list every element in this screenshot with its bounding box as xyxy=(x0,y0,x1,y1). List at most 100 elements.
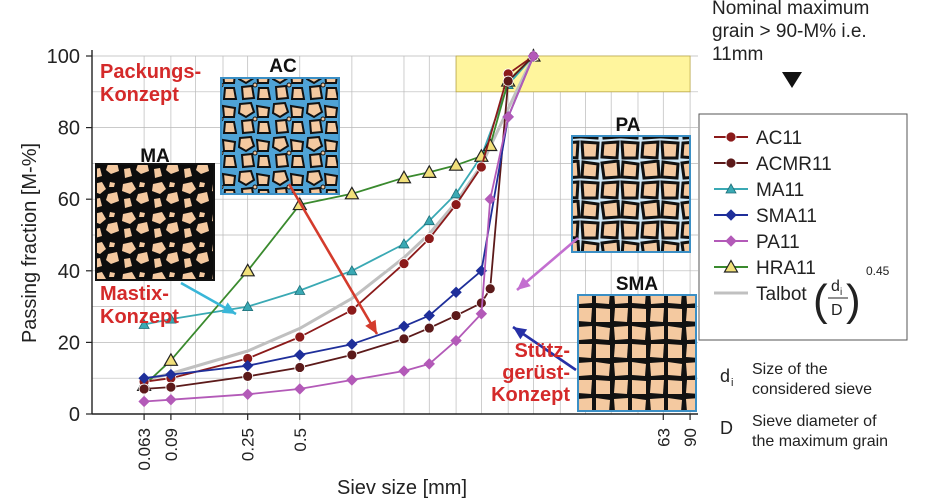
note-text-line: the maximum grain xyxy=(752,433,888,450)
data-point-hra11 xyxy=(421,164,437,178)
data-point-ma11 xyxy=(423,214,435,226)
legend-label-ac11: AC11 xyxy=(756,128,802,149)
talbot-numerator: d xyxy=(831,278,840,295)
legend-marker-ma11 xyxy=(725,183,737,194)
stuetz-konzept-label-line: Stütz- xyxy=(514,340,570,362)
legend-marker-acmr11 xyxy=(725,157,737,169)
legend-marker-ac11 xyxy=(725,131,737,143)
data-point-ac11 xyxy=(475,161,487,173)
packungs-konzept-label-line: Packungs- xyxy=(100,61,201,83)
y-axis-title: Passing fraction [M-%] xyxy=(19,143,41,343)
legend-label-ma11: MA11 xyxy=(756,180,804,201)
x-tick-label: 63 xyxy=(654,428,673,447)
data-point-sma11 xyxy=(138,372,150,384)
y-tick-label: 20 xyxy=(58,332,80,354)
nominal-max-note: 11mm xyxy=(712,44,763,65)
data-point-acmr11 xyxy=(502,75,514,87)
legend-marker-hra11 xyxy=(723,259,739,273)
ma-structure-image xyxy=(95,163,215,281)
data-point-acmr11 xyxy=(346,349,358,361)
stuetz-konzept-label: Stütz-gerüst-Konzept xyxy=(491,340,570,406)
data-point-ac11 xyxy=(294,331,306,343)
data-point-acmr11 xyxy=(138,383,150,395)
mastix-konzept-label-line: Konzept xyxy=(100,306,179,328)
nominal-max-note: grain > 90-M% i.e. xyxy=(712,21,867,42)
legend-label-acmr11: ACMR11 xyxy=(756,154,832,175)
data-point-hra11 xyxy=(163,352,179,366)
legend-box xyxy=(698,113,908,341)
note-symbol: D xyxy=(720,418,733,438)
nominal-max-marker-icon xyxy=(782,72,802,88)
data-point-ma11 xyxy=(294,284,306,295)
data-point-sma11 xyxy=(165,368,177,381)
data-point-pa11 xyxy=(450,334,462,347)
legend-label-hra11: HRA11 xyxy=(756,258,816,279)
data-point-ma11 xyxy=(242,300,254,311)
ac-structure-image xyxy=(220,77,340,195)
note-text-line: Size of the xyxy=(752,361,828,378)
x-tick-label: 0.5 xyxy=(291,428,310,452)
sma-structure-image-label: SMA xyxy=(616,274,659,295)
stuetz-konzept-label-line: Konzept xyxy=(491,384,570,406)
data-point-acmr11 xyxy=(165,381,177,393)
legend-label-pa11: PA11 xyxy=(756,232,800,253)
data-point-pa11 xyxy=(423,358,435,370)
talbot-denominator: D xyxy=(831,302,843,319)
data-point-pa11 xyxy=(475,308,488,320)
talbot-paren-left: ( xyxy=(813,276,828,325)
series-line-pa11 xyxy=(144,55,535,403)
sma-structure-image xyxy=(577,294,697,412)
pa-structure-image xyxy=(571,135,691,253)
packungs-konzept-label-line: Konzept xyxy=(100,84,179,106)
note-text-line: Sieve diameter of xyxy=(752,413,877,430)
data-point-ac11 xyxy=(423,233,435,244)
y-tick-label: 80 xyxy=(58,118,80,140)
x-tick-label: 0.063 xyxy=(135,428,154,471)
y-tick-label: 100 xyxy=(47,46,80,68)
data-point-hra11 xyxy=(396,170,412,184)
data-point-ma11 xyxy=(398,238,410,249)
ma-structure-image-label: MA xyxy=(140,146,170,167)
data-point-hra11 xyxy=(344,186,360,200)
note-text-line: considered sieve xyxy=(752,381,872,398)
data-point-pa11 xyxy=(484,193,496,205)
arrow-ac xyxy=(287,183,379,335)
arrow-sma-head xyxy=(513,327,528,340)
data-point-pa11 xyxy=(527,50,540,62)
pa-structure-image-label: PA xyxy=(616,115,641,136)
talbot-paren-right: ) xyxy=(846,276,861,325)
data-point-hra11 xyxy=(240,263,256,277)
legend-marker-sma11 xyxy=(725,209,737,221)
data-point-ma11 xyxy=(138,318,150,329)
y-tick-label: 40 xyxy=(58,261,80,283)
mastix-konzept-label: Mastix-Konzept xyxy=(100,283,179,328)
data-point-pa11 xyxy=(138,395,150,408)
data-point-ac11 xyxy=(346,304,358,316)
x-tick-label: 0.25 xyxy=(239,428,258,461)
data-point-sma11 xyxy=(241,359,254,372)
data-point-pa11 xyxy=(165,393,177,406)
arrow-pa-head xyxy=(517,277,531,290)
note-symbol-sub: i xyxy=(731,377,733,389)
data-point-ma11 xyxy=(165,313,177,324)
nominal-max-band xyxy=(455,55,691,93)
data-point-pa11 xyxy=(502,111,514,123)
data-point-pa11 xyxy=(241,388,254,401)
mastix-konzept-label-line: Mastix- xyxy=(100,283,169,305)
data-point-pa11 xyxy=(294,383,306,395)
stuetz-konzept-label-line: gerüst- xyxy=(502,362,570,384)
data-point-ma11 xyxy=(450,188,462,199)
x-axis-title: Siev size [mm] xyxy=(337,477,467,498)
data-point-hra11 xyxy=(448,157,464,171)
x-tick-label: 0.09 xyxy=(162,428,181,461)
data-point-acmr11 xyxy=(450,310,462,321)
data-point-acmr11 xyxy=(484,283,496,295)
talbot-exponent: 0.45 xyxy=(866,264,890,278)
data-point-pa11 xyxy=(398,365,410,377)
nominal-max-note: Nominal maximum xyxy=(712,0,869,19)
data-point-sma11 xyxy=(450,286,462,298)
data-point-sma11 xyxy=(294,349,306,361)
legend-label-sma11: SMA11 xyxy=(756,206,817,227)
data-point-acmr11 xyxy=(242,371,254,382)
